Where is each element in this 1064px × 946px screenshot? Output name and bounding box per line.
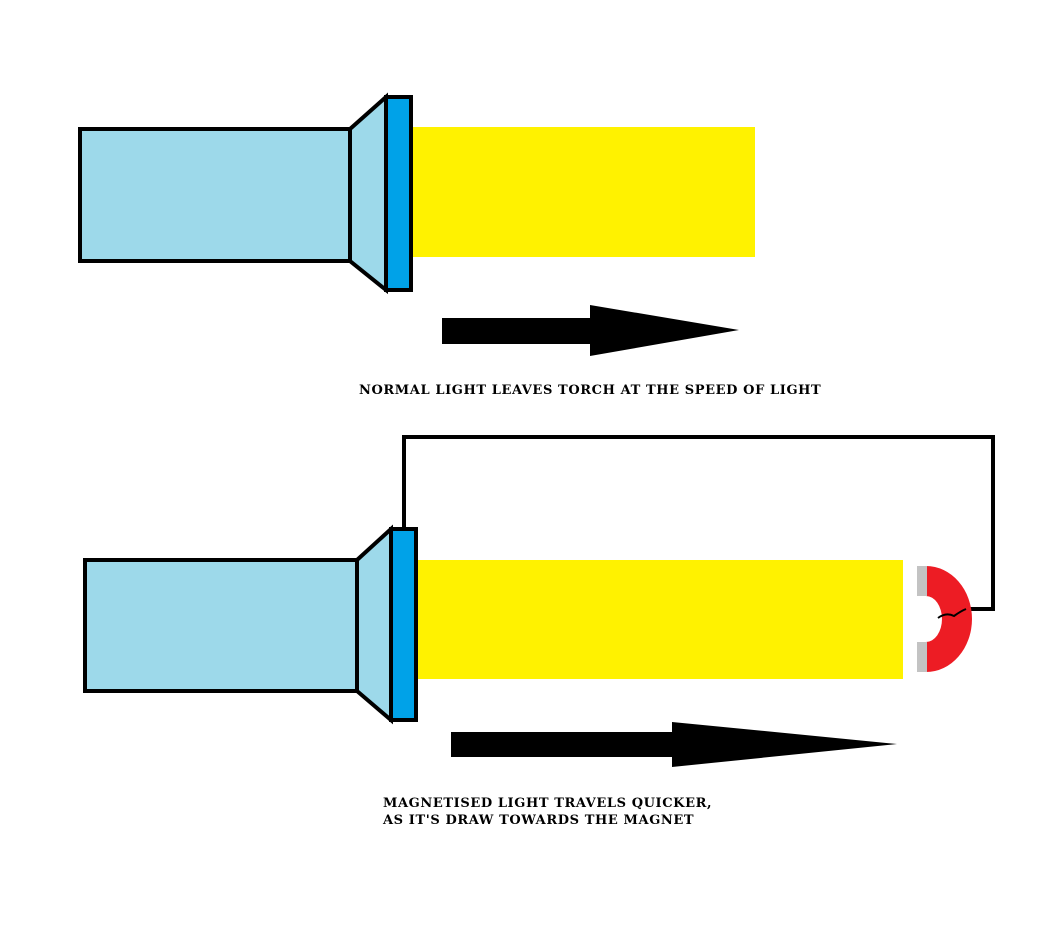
magnet-wire bbox=[402, 435, 995, 611]
magnetised-light-beam bbox=[417, 560, 903, 679]
normal-direction-arrow-icon bbox=[442, 305, 739, 356]
horseshoe-magnet-icon bbox=[917, 566, 972, 672]
magnetised-torch-lens bbox=[389, 527, 418, 722]
normal-light-beam bbox=[412, 127, 755, 257]
normal-torch-panel bbox=[78, 92, 755, 356]
magnetised-torch-head bbox=[355, 524, 393, 725]
magnetised-torch-panel bbox=[83, 435, 995, 767]
normal-torch-body bbox=[78, 127, 352, 263]
normal-torch-lens bbox=[384, 95, 413, 292]
magnetised-light-caption: MAGNETISED LIGHT TRAVELS QUICKER, AS IT'… bbox=[383, 795, 712, 829]
magnetised-light-caption-line-1: MAGNETISED LIGHT TRAVELS QUICKER, bbox=[383, 796, 713, 811]
normal-light-caption: NORMAL LIGHT LEAVES TORCH AT THE SPEED O… bbox=[359, 383, 822, 398]
magnetised-torch-body bbox=[83, 558, 359, 693]
normal-torch-head bbox=[348, 92, 388, 295]
magnetised-direction-arrow-icon bbox=[451, 722, 897, 767]
magnetised-light-caption-line-2: AS IT'S DRAW TOWARDS THE MAGNET bbox=[383, 813, 695, 828]
